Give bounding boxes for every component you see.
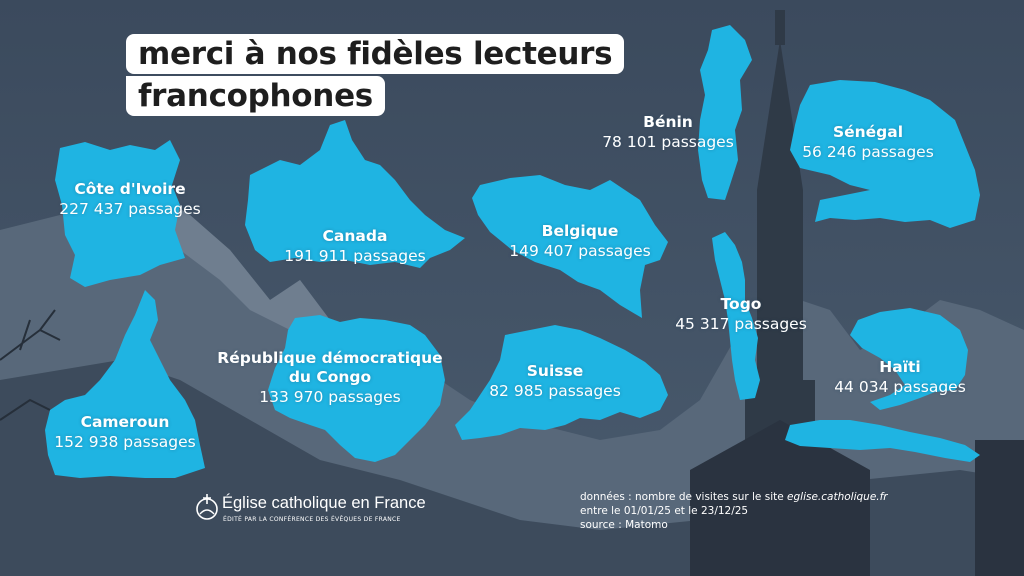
country-senegal: Sénégal 56 246 passages — [802, 123, 934, 162]
country-count: 133 970 passages — [259, 388, 401, 406]
country-name: République démocratique — [217, 349, 443, 367]
shape-senegal — [790, 80, 980, 228]
country-name: Bénin — [643, 113, 693, 131]
shape-haiti — [850, 308, 968, 410]
country-shapes — [45, 25, 980, 478]
country-togo: Togo 45 317 passages — [675, 295, 807, 334]
shape-suisse — [455, 325, 668, 440]
country-count: 56 246 passages — [802, 143, 934, 161]
country-name: Canada — [322, 227, 388, 245]
country-name-line2: du Congo — [288, 368, 372, 386]
country-haiti: Haïti 44 034 passages — [834, 358, 966, 397]
source-line-1: données : nombre de visites sur le site … — [580, 490, 888, 504]
tree-branches — [0, 309, 61, 421]
country-count: 152 938 passages — [54, 433, 196, 451]
country-name: Côte d'Ivoire — [74, 180, 186, 198]
country-count: 149 407 passages — [509, 242, 651, 260]
shape-rdc — [268, 315, 445, 462]
shape-cameroun — [45, 290, 205, 478]
country-count: 44 034 passages — [834, 378, 966, 396]
church-logo-icon — [196, 494, 218, 520]
country-name: Haïti — [879, 358, 921, 376]
source-line-3: source : Matomo — [580, 519, 668, 531]
country-count: 45 317 passages — [675, 315, 807, 333]
source-site: eglise.catholique.fr — [787, 491, 888, 503]
country-count: 78 101 passages — [602, 133, 734, 151]
country-canada: Canada 191 911 passages — [284, 227, 425, 266]
logo-subtitle: ÉDITÉ PAR LA CONFÉRENCE DES ÉVÊQUES DE F… — [223, 516, 401, 523]
shape-haiti-south — [785, 420, 980, 462]
shape-belgique — [472, 175, 668, 318]
shape-togo — [712, 232, 760, 400]
country-name: Suisse — [526, 362, 584, 380]
shape-canada — [245, 120, 465, 268]
country-name: Sénégal — [832, 123, 904, 141]
source-prefix: données : nombre de visites sur le site — [580, 491, 788, 503]
country-name: Belgique — [541, 222, 619, 240]
country-count: 227 437 passages — [59, 200, 201, 218]
country-suisse: Suisse 82 985 passages — [489, 362, 621, 401]
country-count: 82 985 passages — [489, 382, 621, 400]
title-line-2: francophones — [126, 76, 385, 116]
logo-name: Église catholique en France — [222, 494, 426, 512]
country-cote-divoire: Côte d'Ivoire 227 437 passages — [59, 180, 200, 219]
shape-benin — [698, 25, 752, 200]
country-belgique: Belgique 149 407 passages — [509, 222, 650, 261]
mountain-snow — [140, 190, 330, 330]
country-name: Cameroun — [80, 413, 170, 431]
source-line-2: entre le 01/01/25 et le 23/12/25 — [580, 505, 749, 517]
country-rdc: République démocratique du Congo 133 970… — [217, 349, 442, 407]
country-count: 191 911 passages — [284, 247, 426, 265]
country-benin: Bénin 78 101 passages — [602, 113, 734, 152]
shape-cote-divoire — [55, 140, 185, 287]
title-line-1: merci à nos fidèles lecteurs — [126, 34, 625, 74]
country-cameroun: Cameroun 152 938 passages — [54, 413, 195, 452]
source-note: données : nombre de visites sur le site … — [580, 490, 888, 532]
country-name: Togo — [720, 295, 762, 313]
